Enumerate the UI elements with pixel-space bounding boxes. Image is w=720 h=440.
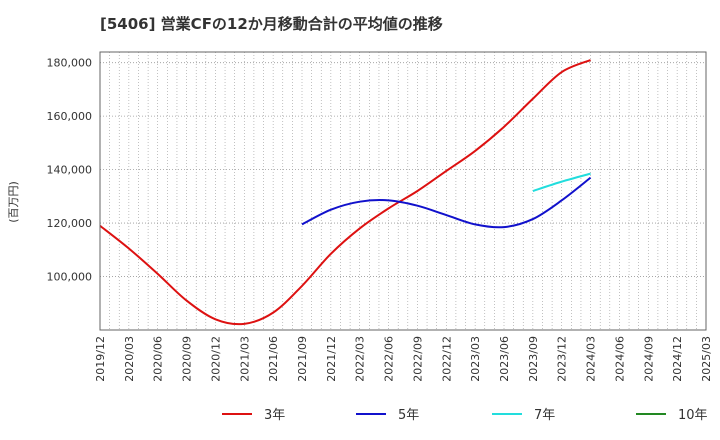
x-tick-label: 2020/03	[123, 336, 136, 382]
legend-label-5年: 5年	[398, 408, 419, 423]
y-tick-label: 140,000	[47, 164, 93, 177]
y-tick-label: 180,000	[47, 57, 93, 70]
x-tick-label: 2022/03	[354, 336, 367, 382]
x-tick-label: 2021/12	[325, 336, 338, 382]
x-tick-label: 2022/09	[411, 336, 424, 382]
legend-label-10年: 10年	[678, 408, 708, 423]
x-tick-label: 2020/12	[209, 336, 222, 382]
grid	[99, 52, 707, 330]
y-axis: 100,000 120,000 140,000 160,000 180,000	[47, 57, 93, 284]
x-tick-label: 2020/09	[181, 336, 194, 382]
x-axis: 2019/12 2020/03 2020/06 2020/09 2020/12 2021/…	[94, 336, 713, 382]
x-tick-label: 2023/09	[527, 336, 540, 382]
y-tick-label: 160,000	[47, 110, 93, 123]
legend: 3年 5年 7年 10年	[222, 408, 708, 423]
chart-title: [5406] 営業CFの12か月移動合計の平均値の推移	[100, 15, 443, 33]
x-tick-label: 2025/03	[700, 336, 713, 382]
series-line-5年	[301, 176, 592, 229]
y-axis-label: (百万円)	[7, 181, 20, 223]
x-tick-label: 2024/12	[671, 336, 684, 382]
x-tick-label: 2024/09	[642, 336, 655, 382]
y-tick-label: 100,000	[47, 271, 93, 284]
series-line-7年	[532, 172, 591, 192]
x-tick-label: 2023/12	[556, 336, 569, 382]
x-tick-label: 2024/03	[585, 336, 598, 382]
x-tick-label: 2023/03	[469, 336, 482, 382]
x-tick-label: 2021/03	[238, 336, 251, 382]
legend-label-7年: 7年	[534, 408, 555, 423]
x-tick-label: 2024/06	[613, 336, 626, 382]
series-line-3年	[99, 59, 591, 326]
x-tick-label: 2019/12	[94, 336, 107, 382]
legend-label-3年: 3年	[264, 408, 285, 423]
x-tick-label: 2023/06	[498, 336, 511, 382]
x-tick-label: 2022/12	[440, 336, 453, 382]
x-tick-label: 2020/06	[152, 336, 165, 382]
x-tick-label: 2021/09	[296, 336, 309, 382]
plot-frame	[99, 51, 707, 331]
y-tick-label: 120,000	[47, 217, 93, 230]
series-lines	[99, 59, 592, 326]
x-tick-label: 2022/06	[383, 336, 396, 382]
x-tick-label: 2021/06	[267, 336, 280, 382]
